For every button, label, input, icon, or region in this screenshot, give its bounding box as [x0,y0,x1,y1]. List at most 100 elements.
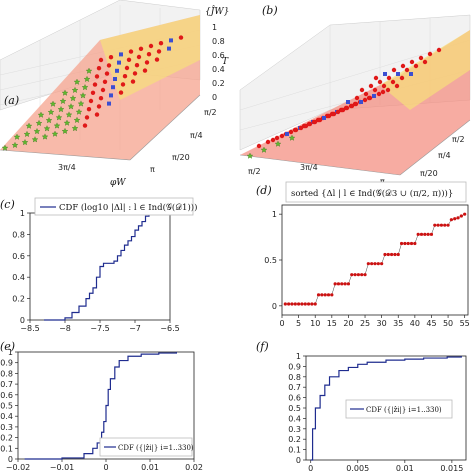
panel-b-dot-marker [317,117,323,123]
panel-a-star-marker [69,95,77,102]
panel-b-dot-marker [256,143,262,149]
panel-d-label: (d) [256,184,272,197]
panel-b-dot-marker [386,75,392,81]
panel-a-star-marker [59,97,67,104]
panel-b-dot-marker [409,59,415,65]
f-ytick-label: 0 [296,456,301,465]
panel-a-square-marker [113,77,117,81]
panel-d-point [463,212,467,216]
panel-a-star-marker [73,116,81,123]
panel-a-dot-marker [156,49,162,54]
panel-a-axis-x [0,149,131,161]
panel-a-dot-marker [132,71,138,76]
panel-a-dot-marker [120,82,126,87]
d-xtick-label: 50 [443,319,453,328]
panel-a-dot-marker [146,52,152,57]
panel-e-yticks: 0 0.10.2 0.3 0.40.5 0.6 0.7 0.80.9 1 [0,348,18,464]
panel-a-star-marker [45,117,53,124]
panel-a-square-marker [111,85,115,90]
d-xtick-label: 25 [360,319,370,328]
panel-d-point [297,302,301,306]
panel-b-star-marker [274,140,282,147]
panel-b-square-marker [322,116,326,120]
panel-b-square-marker [285,132,289,136]
panel-a-square-marker [167,46,171,51]
panel-b-dot-marker [359,87,365,93]
panel-d-point [419,232,424,236]
panel-a-star-marker [43,125,51,132]
panel-d-point [346,282,351,286]
panel-d-point [413,241,417,246]
panel-a-dot-marker [90,90,96,96]
panel-a-square-marker [119,52,123,57]
panel-d-point [443,223,447,227]
e-ytick-label: 0.8 [0,369,13,378]
panel-a-dot-marker [126,57,132,62]
c-xtick-label: −7 [129,324,141,333]
panel-a-dot-marker [118,90,124,95]
panel-d-point [333,282,337,286]
panel-d-frame [281,204,469,316]
panel-d-point [396,252,400,257]
panel-b-dot-marker [394,83,400,89]
panel-a-square-marker [107,101,111,106]
panel-d-point [456,216,460,220]
panel-b-dot-marker [303,123,309,129]
panel-a-dot-marker [98,57,104,63]
f-ytick-label: 0.9 [288,362,301,371]
panel-b-xtick-3: π [380,177,385,186]
panel-b-dot-marker [349,103,355,109]
panel-a-star-marker [25,122,33,129]
panel-f-yticks: 00.1 0.20.3 0.40.50.6 0.70.8 0.91 [288,352,306,465]
panel-b-dot-marker [279,133,285,139]
d-xtick-label: 40 [410,319,420,328]
panel-a-star-marker [71,125,79,132]
panel-a-star-marker [49,100,57,107]
panel-b-square-marker [359,100,363,104]
panel-a-star-marker [75,108,83,115]
d-ytick-label: 1 [272,210,277,219]
panel-a-star-marker [67,103,75,110]
e-ytick-label: 0.6 [0,391,13,400]
panel-a-star-marker [81,84,89,91]
panel-e-cdf-line [24,352,177,460]
panel-b-dot-marker [274,135,280,141]
panel-d-point [323,293,327,297]
panel-a-ytick-3: π/20 [172,153,190,162]
panel-b-star-marker [260,146,268,153]
panel-a-ytick-1: π/2 [204,108,217,117]
panel-d-point [287,302,291,306]
panel-b-dot-marker [436,47,442,53]
panel-a-dot-marker [124,65,130,71]
panel-a-dot-marker [138,46,144,51]
panel-a-square-marker [169,38,173,43]
panel-d-point [376,262,380,266]
panel-b-dot-marker [368,83,374,89]
panel-a-star-marker [11,141,19,148]
panel-b-square-marker [372,94,376,98]
panel-b-dot-marker [265,139,271,145]
panel-d-point [336,282,341,286]
panel-d-point [360,273,364,277]
f-ytick-label: 0.5 [288,404,301,413]
panel-a-dot-marker [84,115,90,120]
d-xtick-label: 45 [426,319,436,328]
panel-a-square-marker [109,93,113,98]
panel-d-point [306,302,311,306]
panel-a-dot-marker [82,123,88,128]
panel-b-dot-marker [422,59,428,65]
panel-a-star-marker [71,86,79,93]
e-xtick-label: −0.01 [50,463,75,472]
d-xtick-label: 55 [460,319,470,328]
panel-f-legend-text: CDF ({|ẑi|} i=1..330) [366,406,442,414]
panel-b-dot-marker [288,129,294,135]
panel-d-point [403,241,407,246]
panel-d-point [459,214,463,218]
f-ytick-label: 0.4 [288,414,301,423]
panel-d-point [439,223,444,227]
panel-d-point [330,293,334,297]
e-ytick-label: 0.4 [0,412,13,421]
panel-a-dot-marker [102,79,108,85]
panel-a-dot-marker [92,82,98,87]
